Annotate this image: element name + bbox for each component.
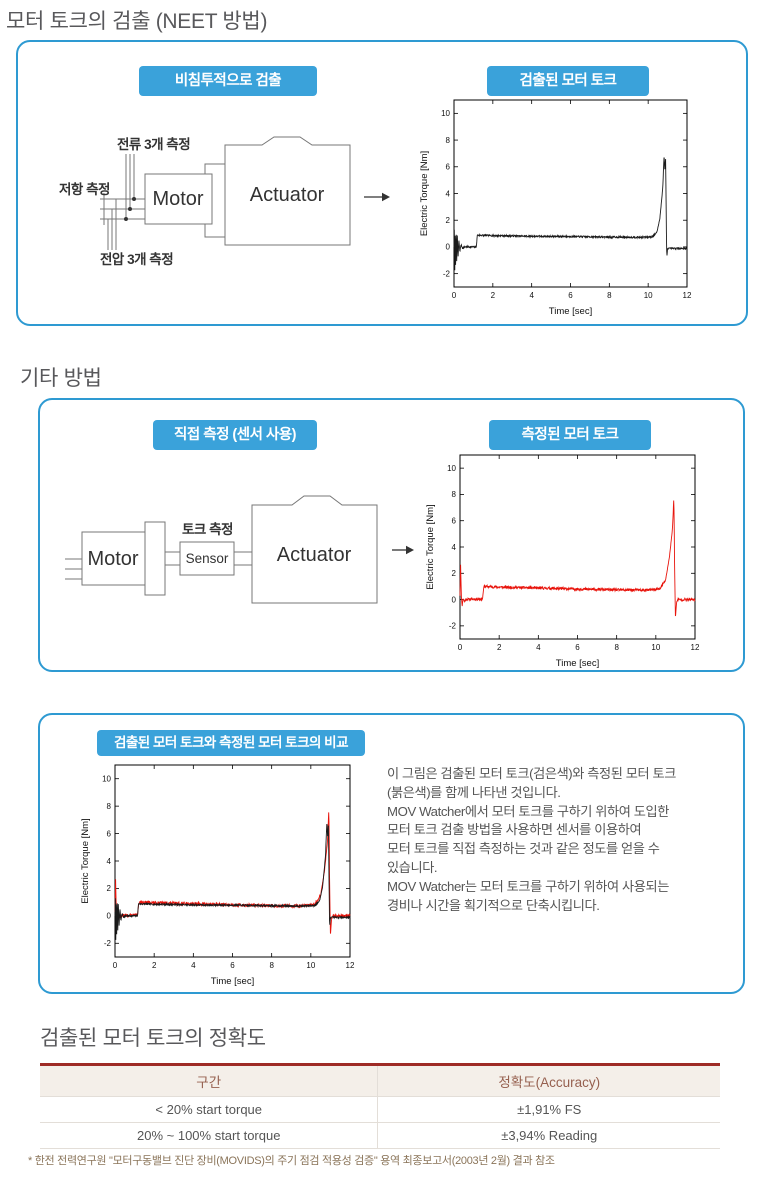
svg-text:6: 6 bbox=[230, 961, 235, 970]
svg-text:0: 0 bbox=[452, 291, 457, 300]
svg-text:Electric Torque [Nm]: Electric Torque [Nm] bbox=[80, 818, 91, 903]
badge-comparison: 검출된 모터 토크와 측정된 모터 토크의 비교 bbox=[97, 730, 365, 756]
motor-box bbox=[144, 173, 213, 225]
motor-shaft-box bbox=[144, 521, 166, 596]
svg-text:2: 2 bbox=[452, 569, 457, 578]
svg-text:Time [sec]: Time [sec] bbox=[556, 658, 599, 669]
table-row: < 20% start torque ±1,91% FS bbox=[40, 1096, 720, 1123]
actuator-box bbox=[224, 136, 351, 246]
section-title-neet: 모터 토크의 검출 (NEET 방법) bbox=[6, 10, 268, 33]
arrow-right-icon bbox=[392, 545, 414, 555]
detected-torque-chart: 0 2 4 6 8 10 12 -2 0 2 4 6 8 10 Time [sec] Electric Tor… bbox=[419, 99, 692, 317]
svg-text:8: 8 bbox=[269, 961, 274, 970]
svg-text:-2: -2 bbox=[443, 269, 451, 278]
svg-text:4: 4 bbox=[446, 189, 451, 198]
section-title-other-methods: 기타 방법 bbox=[20, 367, 102, 390]
table-row: 20% ~ 100% start torque ±3,94% Reading bbox=[40, 1122, 720, 1149]
svg-text:2: 2 bbox=[491, 291, 496, 300]
accuracy-table: 구간 정확도(Accuracy) < 20% start torque ±1,9… bbox=[40, 1063, 720, 1149]
badge-direct-measurement: 직접 측정 (센서 사용) bbox=[153, 420, 317, 450]
svg-text:4: 4 bbox=[452, 543, 457, 552]
svg-text:0: 0 bbox=[458, 643, 463, 652]
actuator-box bbox=[251, 495, 378, 604]
svg-text:6: 6 bbox=[575, 643, 580, 652]
section-title-accuracy: 검출된 모터 토크의 정확도 bbox=[40, 1027, 266, 1050]
accuracy-header-range: 구간 bbox=[40, 1064, 378, 1097]
svg-text:10: 10 bbox=[441, 109, 450, 118]
source-footnote: * 한전 전력연구원 "모터구동밸브 진단 장비(MOVIDS)의 주기 점검 … bbox=[28, 1155, 555, 1167]
accuracy-cell: ±1,91% FS bbox=[377, 1096, 720, 1123]
svg-text:12: 12 bbox=[346, 961, 355, 970]
svg-text:10: 10 bbox=[102, 775, 111, 784]
range-cell: 20% ~ 100% start torque bbox=[40, 1122, 378, 1149]
badge-measured-torque: 측정된 모터 토크 bbox=[489, 420, 651, 450]
svg-text:6: 6 bbox=[568, 291, 573, 300]
accuracy-table-header-row: 구간 정확도(Accuracy) bbox=[40, 1064, 720, 1097]
svg-text:10: 10 bbox=[651, 643, 660, 652]
motor-label: Motor bbox=[152, 188, 203, 210]
terminal-dot bbox=[128, 207, 132, 211]
svg-text:10: 10 bbox=[306, 961, 315, 970]
svg-text:6: 6 bbox=[452, 517, 457, 526]
svg-text:-2: -2 bbox=[104, 939, 112, 948]
panel-comparison: 검출된 모터 토크와 측정된 모터 토크의 비교 0 2 4 6 8 10 12 -2 0 2 4 6… bbox=[38, 713, 745, 994]
svg-text:2: 2 bbox=[152, 961, 157, 970]
svg-text:12: 12 bbox=[691, 643, 700, 652]
svg-text:2: 2 bbox=[446, 216, 451, 225]
svg-text:Time [sec]: Time [sec] bbox=[549, 306, 592, 317]
sensor-box bbox=[179, 541, 235, 576]
badge-detected-torque: 검출된 모터 토크 bbox=[487, 66, 649, 96]
svg-text:4: 4 bbox=[191, 961, 196, 970]
svg-text:0: 0 bbox=[107, 912, 112, 921]
panel-direct-measurement: 토크 측정 Motor Sensor Actuator 직접 측정 (센서 사용… bbox=[38, 398, 745, 672]
svg-text:4: 4 bbox=[107, 857, 112, 866]
svg-text:2: 2 bbox=[107, 884, 112, 893]
svg-text:6: 6 bbox=[107, 829, 112, 838]
label-resistance-measure: 저항 측정 bbox=[59, 181, 110, 197]
arrow-right-icon bbox=[364, 192, 390, 202]
actuator-label: Actuator bbox=[277, 544, 352, 566]
svg-text:8: 8 bbox=[607, 291, 612, 300]
svg-text:4: 4 bbox=[536, 643, 541, 652]
measured-torque-chart: 0 2 4 6 8 10 12 -2 0 2 4 6 8 10 Time [sec] Electric Tor… bbox=[425, 454, 700, 669]
svg-text:0: 0 bbox=[446, 243, 451, 252]
terminal-dot bbox=[132, 197, 136, 201]
comparison-description: 이 그림은 검출된 모터 토크(검은색)와 측정된 모터 토크 (붉은색)를 함… bbox=[387, 766, 676, 913]
accuracy-header-accuracy: 정확도(Accuracy) bbox=[377, 1064, 720, 1097]
svg-text:8: 8 bbox=[107, 802, 112, 811]
badge-noninvasive-detection: 비침투적으로 검출 bbox=[139, 66, 317, 96]
svg-text:10: 10 bbox=[644, 291, 653, 300]
actuator-label: Actuator bbox=[250, 184, 325, 206]
svg-text:6: 6 bbox=[446, 163, 451, 172]
svg-text:10: 10 bbox=[447, 464, 456, 473]
label-voltage-measure: 전압 3개 측정 bbox=[100, 251, 173, 267]
label-torque-measure: 토크 측정 bbox=[182, 521, 233, 537]
svg-text:2: 2 bbox=[497, 643, 502, 652]
neet-diagram: 전류 3개 측정 저항 측정 전압 3개 측정 Motor Actuator bbox=[59, 136, 390, 267]
motor-label: Motor bbox=[87, 548, 138, 570]
svg-text:-2: -2 bbox=[449, 622, 457, 631]
svg-text:0: 0 bbox=[452, 595, 457, 604]
svg-text:12: 12 bbox=[683, 291, 692, 300]
svg-text:Time [sec]: Time [sec] bbox=[211, 976, 254, 987]
motor-box bbox=[81, 531, 146, 586]
svg-text:8: 8 bbox=[452, 490, 457, 499]
svg-text:8: 8 bbox=[614, 643, 619, 652]
svg-text:0: 0 bbox=[113, 961, 118, 970]
comparison-torque-chart: 0 2 4 6 8 10 12 -2 0 2 4 6 8 10 Time [sec] Electric Tor… bbox=[80, 764, 355, 987]
svg-text:Electric Torque [Nm]: Electric Torque [Nm] bbox=[425, 504, 436, 589]
sensor-label: Sensor bbox=[186, 551, 229, 566]
svg-text:8: 8 bbox=[446, 136, 451, 145]
label-current-measure: 전류 3개 측정 bbox=[117, 136, 190, 152]
panel-neet-method: 전류 3개 측정 저항 측정 전압 3개 측정 Motor Actuator 비… bbox=[16, 40, 748, 326]
range-cell: < 20% start torque bbox=[40, 1096, 378, 1123]
sensor-diagram: 토크 측정 Motor Sensor Actuator bbox=[65, 495, 414, 604]
svg-text:Electric Torque [Nm]: Electric Torque [Nm] bbox=[419, 151, 430, 236]
accuracy-cell: ±3,94% Reading bbox=[377, 1122, 720, 1149]
terminal-dot bbox=[124, 217, 128, 221]
svg-text:4: 4 bbox=[529, 291, 534, 300]
